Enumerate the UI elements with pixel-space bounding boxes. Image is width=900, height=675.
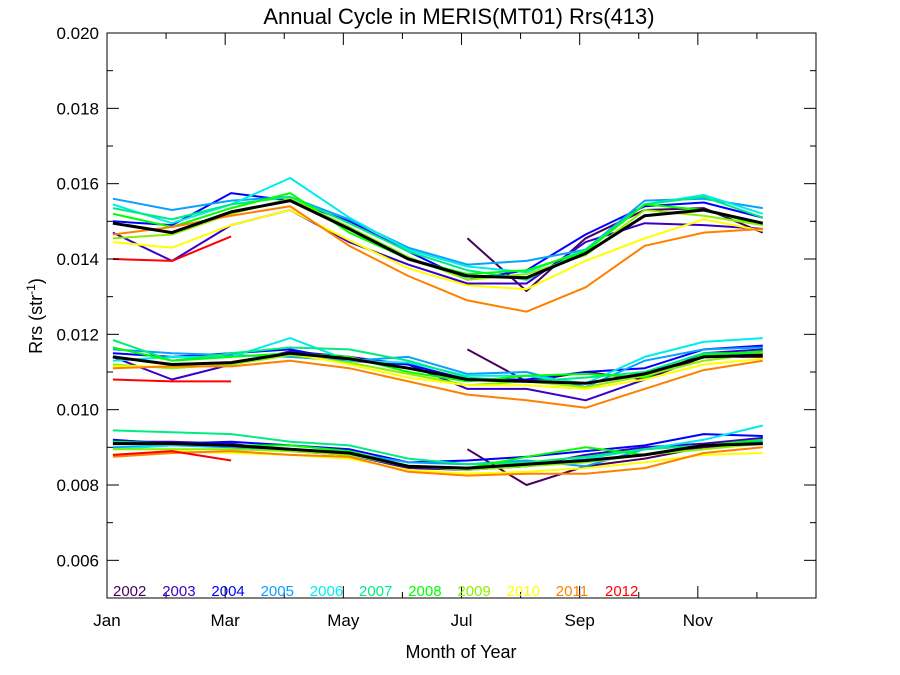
x-axis: Jan Mar May Jul Sep Nov bbox=[93, 33, 758, 630]
legend-entry-2004: 2004 bbox=[211, 583, 244, 600]
series-line-2002-group-2 bbox=[466, 442, 763, 486]
y-axis-label-close: ) bbox=[26, 278, 46, 284]
series-line-2007-group-2 bbox=[112, 429, 763, 466]
chart-title: Annual Cycle in MERIS(MT01) Rrs(413) bbox=[263, 4, 654, 29]
series-line-mean-11-group-2 bbox=[112, 442, 763, 470]
series-line-2003-group-0 bbox=[112, 209, 763, 285]
x-tick-label: Mar bbox=[211, 611, 241, 630]
y-tick-label: 0.006 bbox=[56, 551, 99, 570]
series-line-2009-group-1 bbox=[112, 352, 763, 389]
plot-lines bbox=[112, 177, 764, 486]
series-line-2010-group-2 bbox=[112, 450, 763, 475]
y-axis-label-exponent: -1 bbox=[24, 284, 38, 295]
y-axis-label: Rrs (str-1) bbox=[24, 278, 46, 354]
series-line-2011-group-2 bbox=[112, 446, 763, 477]
y-tick-label: 0.014 bbox=[56, 250, 99, 269]
x-axis-label: Month of Year bbox=[405, 642, 516, 662]
y-tick-label: 0.020 bbox=[56, 24, 99, 43]
legend-entry-2009: 2009 bbox=[457, 583, 490, 600]
series-line-2011-group-0 bbox=[112, 205, 763, 313]
series-line-mean-11-group-0 bbox=[112, 199, 764, 280]
series-line-2012-group-2 bbox=[112, 450, 232, 462]
x-tick-label: Nov bbox=[683, 611, 714, 630]
y-tick-label: 0.018 bbox=[56, 99, 99, 118]
series-line-2006-group-0 bbox=[112, 177, 764, 274]
legend-entry-2003: 2003 bbox=[162, 583, 195, 600]
y-tick-label: 0.010 bbox=[56, 401, 99, 420]
x-tick-label: Jul bbox=[451, 611, 473, 630]
y-axis: 0.006 0.008 0.010 0.012 0.014 0.016 0.018 0.020 bbox=[56, 24, 816, 599]
series-line-2010-group-0 bbox=[112, 209, 763, 291]
legend-entry-2008: 2008 bbox=[408, 583, 441, 600]
y-tick-label: 0.012 bbox=[56, 325, 99, 344]
legend-entry-2007: 2007 bbox=[359, 583, 392, 600]
legend-entry-2011: 2011 bbox=[556, 583, 588, 600]
series-line-2007-group-0 bbox=[112, 195, 764, 281]
legend-entry-2012: 2012 bbox=[605, 583, 638, 600]
series-line-2011-group-1 bbox=[112, 359, 763, 409]
x-tick-label: May bbox=[327, 611, 360, 630]
x-tick-label: Jan bbox=[93, 611, 120, 630]
legend-entry-2002: 2002 bbox=[113, 583, 146, 600]
series-line-2007-group-1 bbox=[112, 339, 763, 383]
series-line-mean-11-group-1 bbox=[112, 351, 763, 385]
x-tick-label: Sep bbox=[565, 611, 595, 630]
plot-frame bbox=[106, 32, 817, 599]
legend-entry-2010: 2010 bbox=[507, 583, 540, 600]
legend-entry-2005: 2005 bbox=[261, 583, 294, 600]
legend: 2002 2003 2004 2005 2006 2007 2008 2009 2010 2011… bbox=[113, 583, 638, 600]
y-tick-label: 0.008 bbox=[56, 476, 99, 495]
series-line-2012-group-0 bbox=[112, 235, 232, 262]
y-axis-label-text: Rrs (str bbox=[26, 295, 46, 354]
series-line-2012-group-1 bbox=[112, 378, 232, 383]
series-line-2005-group-0 bbox=[112, 195, 763, 266]
legend-entry-2006: 2006 bbox=[310, 583, 343, 600]
y-tick-label: 0.016 bbox=[56, 175, 99, 194]
